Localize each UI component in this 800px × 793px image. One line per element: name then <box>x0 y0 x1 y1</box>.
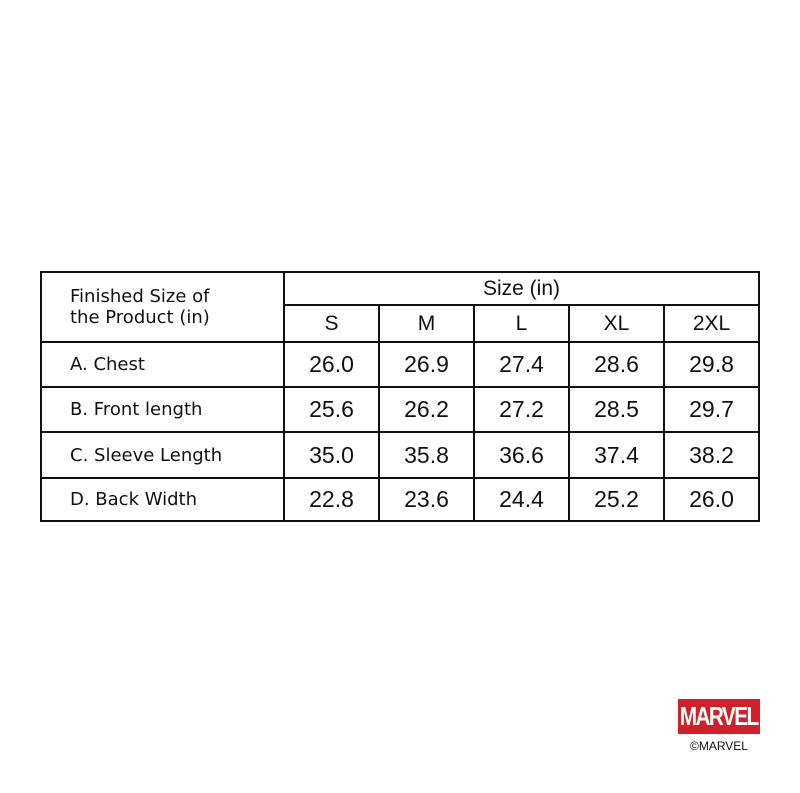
size-header-2xl: 2XL <box>663 304 760 343</box>
size-group-header: Size (in) <box>283 271 760 306</box>
row-label: D. Back Width <box>40 477 285 522</box>
corner-label-line2: the Product (in) <box>70 307 210 328</box>
row-label: B. Front length <box>40 386 285 433</box>
table-cell: 28.6 <box>568 341 665 388</box>
table-cell: 24.4 <box>473 477 570 522</box>
table-cell: 26.0 <box>283 341 380 388</box>
table-cell: 35.0 <box>283 431 380 479</box>
table-cell: 25.2 <box>568 477 665 522</box>
size-header-xl: XL <box>568 304 665 343</box>
table-cell: 23.6 <box>378 477 475 522</box>
table-cell: 22.8 <box>283 477 380 522</box>
row-label: C. Sleeve Length <box>40 431 285 479</box>
table-cell: 26.9 <box>378 341 475 388</box>
table-row: C. Sleeve Length 35.0 35.8 36.6 37.4 38.2 <box>40 431 760 479</box>
table-cell: 26.2 <box>378 386 475 433</box>
table-cell: 25.6 <box>283 386 380 433</box>
table-cell: 26.0 <box>663 477 760 522</box>
table-cell: 27.4 <box>473 341 570 388</box>
table-cell: 36.6 <box>473 431 570 479</box>
table-row: B. Front length 25.6 26.2 27.2 28.5 29.7 <box>40 386 760 433</box>
copyright-text: ©MARVEL <box>690 739 748 753</box>
corner-label-line1: Finished Size of <box>70 286 210 307</box>
table-cell: 27.2 <box>473 386 570 433</box>
marvel-logo: MARVEL <box>678 699 760 734</box>
table-row: D. Back Width 22.8 23.6 24.4 25.2 26.0 <box>40 477 760 522</box>
size-header-m: M <box>378 304 475 343</box>
size-chart-table: Finished Size of the Product (in) Size (… <box>40 271 760 522</box>
table-cell: 29.8 <box>663 341 760 388</box>
table-cell: 35.8 <box>378 431 475 479</box>
table-cell: 29.7 <box>663 386 760 433</box>
size-header-s: S <box>283 304 380 343</box>
table-cell: 28.5 <box>568 386 665 433</box>
corner-label: Finished Size of the Product (in) <box>40 271 285 343</box>
row-label: A. Chest <box>40 341 285 388</box>
table-cell: 38.2 <box>663 431 760 479</box>
table-cell: 37.4 <box>568 431 665 479</box>
size-header-l: L <box>473 304 570 343</box>
table-row: A. Chest 26.0 26.9 27.4 28.6 29.8 <box>40 341 760 388</box>
